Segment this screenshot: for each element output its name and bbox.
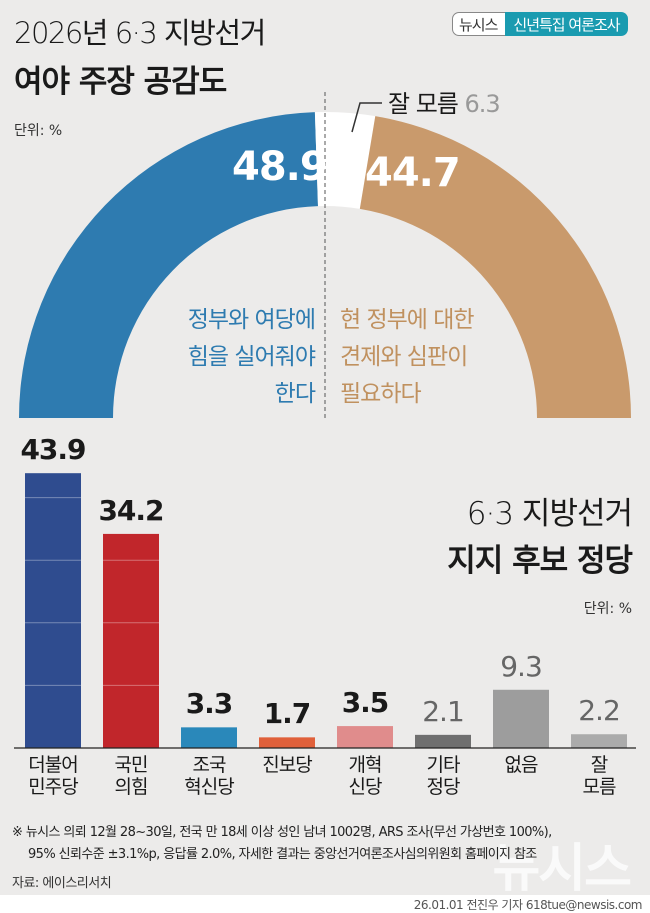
opp-message-line: 필요하다	[340, 381, 422, 407]
donut-unit: 단위: %	[14, 123, 63, 139]
bar-category-label: 더불어 민주당	[8, 754, 98, 798]
bar	[415, 734, 471, 748]
bar-category-label: 잘 모름	[554, 754, 644, 798]
bar-value-label: 1.7	[263, 697, 312, 731]
bar-chart	[14, 473, 636, 749]
bar-value-label: 34.2	[98, 493, 164, 527]
category-line: 민주당	[28, 776, 78, 798]
title-line2: 여야 주장 공감도	[14, 64, 227, 100]
opp-message: 현 정부에 대한 견제와 심판이 필요하다	[340, 302, 475, 413]
category-line: 국민	[114, 754, 149, 776]
category-line: 모름	[582, 776, 617, 798]
credit: 26.01.01 전진우 기자 618tue@newsis.com	[413, 898, 643, 912]
opp-message-line: 현 정부에 대한	[340, 307, 475, 333]
category-line: 조국	[192, 754, 227, 776]
bar-value-label: 2.2	[578, 694, 621, 728]
badge-brand: 뉴시스	[452, 12, 507, 36]
bar-value-label: 43.9	[20, 433, 86, 467]
bar-category-label: 조국 혁신당	[164, 754, 254, 798]
unknown-leader-line	[351, 102, 382, 133]
category-line: 의힘	[114, 776, 149, 798]
bar	[571, 734, 627, 748]
category-line: 진보당	[262, 754, 312, 776]
category-line: 신당	[348, 776, 383, 798]
bar	[493, 689, 549, 748]
category-line: 잘	[590, 754, 608, 776]
bar-category-label: 없음	[476, 754, 566, 776]
donut-slice	[359, 116, 631, 418]
category-line: 개혁	[348, 754, 383, 776]
bar	[337, 726, 393, 748]
note-line: ※ 뉴시스 의뢰 12월 28~30일, 전국 만 18세 이상 성인 남녀 1…	[12, 825, 552, 840]
bar-title-line1: 6·3 지방선거	[466, 496, 633, 532]
category-line: 혁신당	[184, 776, 234, 798]
note-line: 95% 신뢰수준 ±3.1%p, 응답률 2.0%, 자세한 결과는 중앙선거여…	[28, 847, 537, 862]
opp-value-label: 44.7	[365, 150, 461, 196]
unknown-text: 잘 모름	[388, 90, 459, 118]
unknown-label: 잘 모름 6.3	[388, 84, 501, 119]
badge-label: 신년특집 여론조사	[505, 12, 628, 36]
donut-slice	[19, 112, 319, 418]
half-donut-chart	[19, 92, 631, 418]
bar	[25, 473, 81, 748]
source: 자료: 에이스리서치	[12, 876, 112, 891]
category-line: 없음	[504, 754, 539, 776]
bar-value-label: 9.3	[500, 649, 543, 683]
bar-category-label: 기타 정당	[398, 754, 488, 798]
category-line: 기타	[426, 754, 461, 776]
opp-message-line: 견제와 심판이	[340, 344, 468, 370]
unknown-value: 6.3	[464, 90, 501, 118]
gov-message-line: 정부와 여당에	[187, 307, 316, 333]
bar	[103, 533, 159, 748]
bar-category-label: 국민 의힘	[86, 754, 176, 798]
category-line: 정당	[426, 776, 461, 798]
donut-slice	[314, 112, 376, 209]
bar-title-line2: 지지 후보 정당	[447, 543, 633, 579]
bar	[259, 737, 315, 748]
bar-category-label: 진보당	[242, 754, 332, 776]
bar-value-label: 2.1	[422, 694, 465, 728]
bar-value-label: 3.5	[341, 686, 390, 720]
bar-unit: 단위: %	[583, 601, 632, 617]
title-line1: 2026년 6·3 지방선거	[14, 16, 266, 50]
category-line: 더불어	[28, 754, 78, 776]
gov-message-line: 힘을 실어줘야	[187, 344, 316, 370]
gov-value-label: 48.9	[232, 144, 328, 190]
bar-value-label: 3.3	[185, 687, 234, 721]
newsis-watermark: 뉴시스	[492, 839, 632, 899]
footer-bar	[0, 895, 650, 913]
survey-note: ※ 뉴시스 의뢰 12월 28~30일, 전국 만 18세 이상 성인 남녀 1…	[12, 822, 552, 866]
bar	[181, 727, 237, 748]
gov-message: 정부와 여당에 힘을 실어줘야 한다	[187, 302, 316, 413]
bar-category-label: 개혁 신당	[320, 754, 410, 798]
gov-message-line: 한다	[274, 381, 316, 407]
series-badge: 뉴시스 신년특집 여론조사	[452, 12, 628, 36]
